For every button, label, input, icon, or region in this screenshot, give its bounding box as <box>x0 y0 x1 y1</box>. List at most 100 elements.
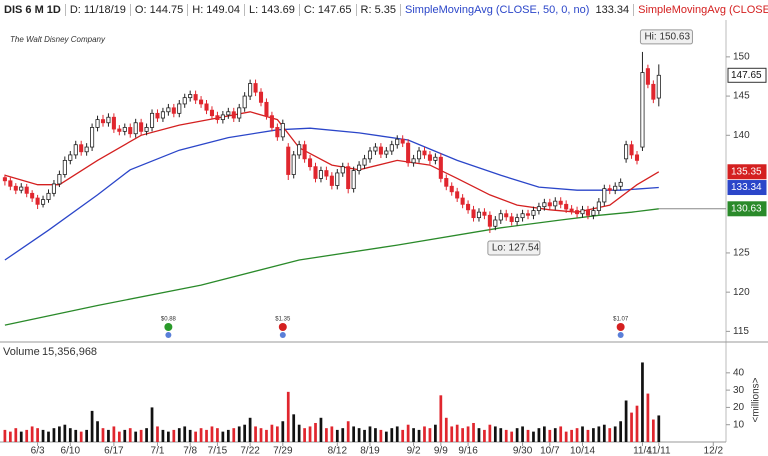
event-marker-sub <box>165 332 172 338</box>
volume-bar <box>526 429 530 442</box>
volume-bar <box>226 429 230 442</box>
candle-body <box>384 150 389 155</box>
candle-body <box>444 178 449 187</box>
volume-bar <box>428 428 432 442</box>
volume-bar <box>483 429 486 442</box>
volume-bar <box>286 391 290 442</box>
x-tick-label: 6/17 <box>104 446 124 456</box>
x-tick-label: 7/15 <box>208 446 228 456</box>
candle-body <box>291 154 296 175</box>
sma20-price-box <box>727 164 767 180</box>
candle-body <box>248 83 253 97</box>
candle-body <box>171 107 176 114</box>
volume-bar <box>657 415 661 442</box>
x-tick-label: 8/19 <box>360 446 380 456</box>
open: O: 144.75 <box>131 4 189 16</box>
x-tick-label: 9/16 <box>458 446 478 456</box>
volume-bar <box>68 428 72 442</box>
candle-body <box>613 185 618 191</box>
volume-bar <box>36 428 39 442</box>
volume-bar <box>237 426 241 442</box>
volume-bar <box>90 410 94 442</box>
x-tick-label: 9/2 <box>407 446 421 456</box>
candle-body <box>575 210 580 215</box>
candle-body <box>100 119 106 124</box>
moving-average <box>4 111 660 213</box>
candle-body <box>8 180 13 187</box>
volume-bar <box>472 422 475 442</box>
volume-bar <box>423 426 426 442</box>
volume-bar <box>221 431 225 442</box>
candle-body <box>400 138 405 144</box>
volume-bar <box>25 429 29 442</box>
candle-body <box>367 150 373 160</box>
candle-body <box>455 191 460 199</box>
candle-body <box>57 174 62 185</box>
volume-bar <box>466 426 470 442</box>
candle-body <box>466 203 471 211</box>
volume-bar <box>504 429 508 442</box>
candle-body <box>313 166 318 179</box>
annotation: Lo: 127.54 <box>492 243 540 254</box>
volume-bar <box>319 417 323 442</box>
x-tick-label: 11/11 <box>647 446 671 456</box>
last-price: 147.65 <box>731 70 762 81</box>
volume-tick-label: 30 <box>733 385 745 396</box>
candle-body <box>13 185 18 191</box>
volume-bar <box>532 431 535 442</box>
volume-bar <box>281 421 285 442</box>
candle-body <box>618 181 623 187</box>
volume-bar <box>96 421 99 442</box>
candle-body <box>297 144 302 156</box>
volume-tick-label: 40 <box>733 367 745 378</box>
candle-body <box>362 158 367 166</box>
sma200-price: 130.63 <box>731 203 762 214</box>
volume-bar <box>363 429 366 442</box>
volume-axis-label: <millions> <box>751 377 762 422</box>
candle-body <box>117 128 122 132</box>
volume-bar <box>341 428 345 442</box>
volume-bar <box>575 428 579 442</box>
event-label: $0.88 <box>161 317 177 323</box>
candle-body <box>128 127 133 135</box>
candle-body <box>656 74 661 99</box>
volume-bar <box>368 426 372 442</box>
y-tick-label: 150 <box>733 52 750 63</box>
candle-body <box>634 154 640 161</box>
volume-bar <box>145 428 148 442</box>
candle-body <box>253 83 258 93</box>
volume-tick-label: 20 <box>733 402 745 413</box>
candle-body <box>46 192 51 201</box>
candle-body <box>395 138 400 146</box>
x-tick-label: 9/9 <box>434 446 448 456</box>
x-tick-label: 7/8 <box>183 446 197 456</box>
volume-bar <box>581 426 584 442</box>
volume-bar <box>19 431 23 442</box>
volume-bar <box>58 426 61 442</box>
candle-body <box>351 170 356 190</box>
event-marker <box>278 323 287 331</box>
y-tick-label: 115 <box>733 326 749 337</box>
candle-body <box>226 111 231 116</box>
volume-bar <box>455 424 459 442</box>
logo: The Walt Disney Company <box>10 35 106 44</box>
candle-body <box>406 142 411 164</box>
candle-body <box>553 200 558 207</box>
candle-body <box>79 144 84 153</box>
candle-body <box>302 144 307 160</box>
volume-bar <box>117 431 121 442</box>
volume-bar <box>608 428 612 442</box>
candle-body <box>438 156 443 179</box>
volume-bar <box>613 426 617 442</box>
moving-average <box>4 127 659 261</box>
candle-body <box>515 217 520 222</box>
volume-bar <box>150 407 154 442</box>
candle-body <box>220 114 225 121</box>
candle-body <box>564 203 569 210</box>
annotation: Hi: 150.63 <box>644 32 690 43</box>
candle-body <box>607 188 612 191</box>
volume-bar <box>515 428 519 442</box>
volume-bar <box>101 428 105 442</box>
candle-body <box>329 175 334 186</box>
legend-sma50-value: 133.34 <box>591 4 635 16</box>
